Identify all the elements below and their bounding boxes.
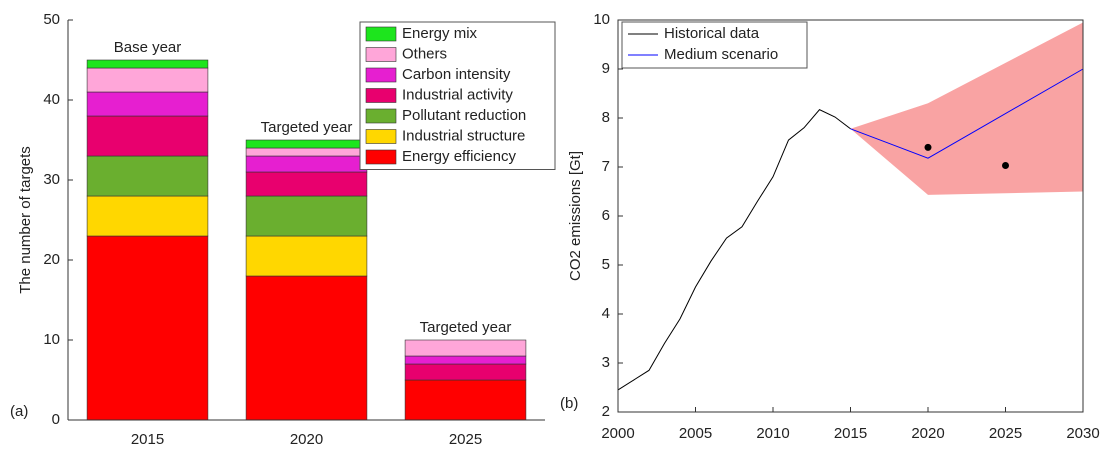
- legend-swatch: [365, 26, 397, 42]
- bar-segment: [245, 147, 368, 157]
- x-tick-label: 2000: [601, 425, 634, 442]
- bar-segment: [86, 235, 209, 421]
- bar-segment: [86, 195, 209, 237]
- x-tick-label: 2025: [449, 431, 482, 448]
- legend-swatch: [365, 108, 397, 124]
- legend-label: Industrial activity: [402, 86, 513, 103]
- legend-swatch: [365, 47, 397, 62]
- legend-label: Historical data: [664, 25, 760, 42]
- legend-swatch: [365, 129, 397, 144]
- bar-segment: [245, 139, 368, 149]
- legend-swatch: [365, 67, 397, 83]
- line: [850, 68, 1084, 159]
- y-tick-label: 9: [602, 60, 610, 77]
- legend-label: Energy efficiency: [402, 148, 516, 165]
- bar-segment: [245, 155, 368, 173]
- legend-swatch: [365, 88, 397, 103]
- point: [1002, 162, 1009, 170]
- legend-label: Carbon intensity: [402, 66, 511, 83]
- bar-segment: [86, 91, 209, 117]
- y-tick-label: 8: [602, 109, 610, 126]
- annotation: Targeted year: [261, 119, 353, 136]
- bar-segment: [245, 275, 368, 421]
- panel-label: (a): [10, 403, 28, 420]
- x-tick-label: 2020: [911, 425, 944, 442]
- bar-segment: [245, 195, 368, 237]
- annotation: Base year: [114, 39, 182, 56]
- y-tick-label: 20: [43, 251, 60, 268]
- bar-segment: [245, 235, 368, 277]
- x-tick-label: 2015: [131, 431, 164, 448]
- legend-label: Others: [402, 45, 447, 62]
- panel-label: (b): [560, 395, 578, 412]
- bar-segment: [404, 355, 527, 365]
- y-tick-label: 3: [602, 354, 610, 371]
- legend-label: Medium scenario: [664, 46, 778, 63]
- y-tick-label: 40: [43, 91, 60, 108]
- x-tick-label: 2025: [989, 425, 1022, 442]
- x-tick-label: 2010: [756, 425, 789, 442]
- y-tick-label: 2: [602, 403, 610, 420]
- bar-segment: [404, 379, 527, 421]
- legend-label: Energy mix: [402, 25, 478, 42]
- y-tick-label: 10: [43, 331, 60, 348]
- annotation: Targeted year: [420, 319, 512, 336]
- bar-segment: [404, 363, 527, 381]
- x-tick-label: 2030: [1066, 425, 1099, 442]
- x-tick-label: 2005: [679, 425, 712, 442]
- point: [924, 143, 932, 151]
- y-tick-label: 6: [602, 207, 610, 224]
- legend-swatch: [365, 149, 397, 165]
- x-tick-label: 2015: [834, 425, 867, 442]
- bar-segment: [86, 59, 209, 69]
- y-axis-label: CO2 emissions [Gt]: [567, 151, 584, 281]
- y-tick-label: 30: [43, 171, 60, 188]
- bar-segment: [404, 339, 527, 357]
- legend-box: [621, 21, 808, 69]
- bar-segment: [86, 67, 209, 93]
- y-tick-label: 10: [593, 11, 610, 28]
- y-tick-label: 50: [43, 11, 60, 28]
- y-tick-label: 5: [602, 256, 610, 273]
- uncertainty-band: [850, 22, 1083, 195]
- x-tick-label: 2020: [290, 431, 323, 448]
- bar-segment: [245, 171, 368, 197]
- bar-segment: [86, 115, 209, 157]
- y-tick-label: 4: [602, 305, 610, 322]
- y-tick-label: 0: [52, 411, 60, 428]
- bar-segment: [86, 155, 209, 197]
- y-tick-label: 7: [602, 158, 610, 175]
- line: [617, 109, 851, 391]
- y-axis-label: The number of targets: [17, 146, 34, 294]
- legend-label: Industrial structure: [402, 127, 525, 144]
- legend-label: Pollutant reduction: [402, 107, 526, 124]
